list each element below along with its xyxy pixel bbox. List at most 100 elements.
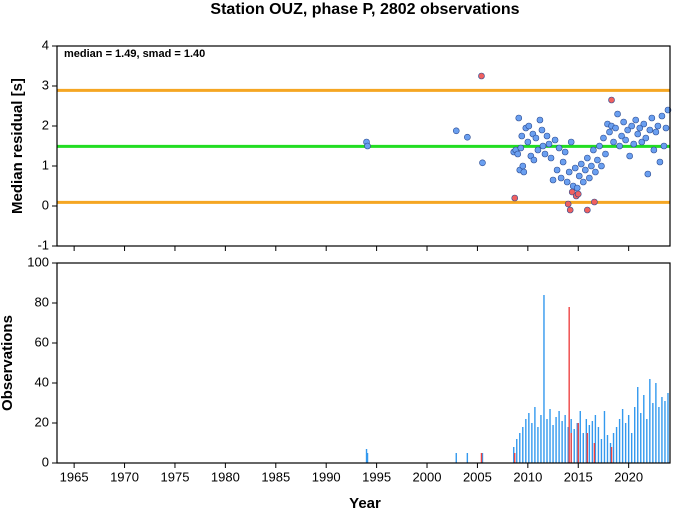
bar xyxy=(579,411,581,463)
x-tick-label: 2020 xyxy=(614,469,643,484)
data-point xyxy=(656,158,664,166)
bar xyxy=(582,433,584,463)
y-axis-label: Observations xyxy=(0,315,16,411)
data-point xyxy=(524,138,532,146)
bar xyxy=(610,447,613,463)
data-point xyxy=(632,116,640,124)
chart-title: Station OUZ, phase P, 2802 observations xyxy=(210,1,519,18)
data-point xyxy=(563,178,571,186)
bar xyxy=(549,409,551,463)
bar xyxy=(568,307,570,463)
y-tick-label: 4 xyxy=(42,37,49,52)
bar xyxy=(627,415,630,463)
bar xyxy=(646,419,648,463)
y-tick-label: 1 xyxy=(42,157,49,172)
bar xyxy=(643,395,645,463)
data-point xyxy=(579,178,587,186)
bar xyxy=(585,419,588,463)
data-point xyxy=(557,174,565,182)
data-point xyxy=(541,150,549,158)
data-point xyxy=(539,142,547,150)
data-point xyxy=(630,140,638,148)
data-point xyxy=(525,122,533,130)
bar xyxy=(558,411,560,463)
bar xyxy=(586,433,589,463)
y-tick-label: 3 xyxy=(42,77,49,92)
bar xyxy=(667,393,669,463)
data-point xyxy=(650,146,658,154)
bar xyxy=(455,453,457,463)
plot-frame xyxy=(56,262,671,464)
bar xyxy=(615,427,618,463)
data-point xyxy=(591,198,598,206)
y-tick-label: -1 xyxy=(37,237,49,252)
data-point xyxy=(551,136,559,144)
bar xyxy=(555,417,557,463)
x-tick-label: 2000 xyxy=(413,469,442,484)
bar xyxy=(597,427,600,463)
data-point xyxy=(602,150,609,158)
data-point xyxy=(364,142,371,150)
bar xyxy=(514,453,516,463)
data-point xyxy=(616,142,623,150)
x-axis-label: Year xyxy=(349,495,381,511)
y-tick-label: 40 xyxy=(35,374,49,389)
bar xyxy=(531,423,533,463)
x-tick-label: 1995 xyxy=(362,469,391,484)
data-point xyxy=(571,164,579,172)
data-point xyxy=(565,168,573,176)
bar xyxy=(570,433,572,463)
data-point xyxy=(559,158,567,166)
data-point xyxy=(561,148,569,156)
data-point xyxy=(553,166,561,174)
bar xyxy=(525,419,527,463)
x-tick-label: 1970 xyxy=(110,469,139,484)
data-point xyxy=(519,162,527,170)
y-tick-label: 100 xyxy=(27,254,49,269)
bar xyxy=(661,397,663,463)
data-point xyxy=(636,124,644,132)
data-point xyxy=(614,110,621,118)
bar xyxy=(546,419,548,463)
bar xyxy=(593,443,596,463)
data-point xyxy=(584,154,591,162)
bar xyxy=(600,439,603,463)
data-point xyxy=(575,172,583,180)
bar xyxy=(522,427,524,463)
data-point xyxy=(566,206,574,214)
bar xyxy=(603,411,606,463)
bar xyxy=(637,387,639,463)
bar xyxy=(649,379,651,463)
data-point xyxy=(532,134,540,142)
data-point xyxy=(608,96,615,104)
data-point xyxy=(530,156,538,164)
data-point xyxy=(517,144,525,152)
data-point xyxy=(577,160,585,168)
bar xyxy=(540,415,542,463)
data-point xyxy=(478,72,485,80)
bar xyxy=(618,419,621,463)
x-tick-label: 2015 xyxy=(564,469,593,484)
data-point xyxy=(515,114,523,122)
y-tick-label: 80 xyxy=(35,294,49,309)
data-point xyxy=(545,140,553,148)
data-point xyxy=(564,200,572,208)
data-point xyxy=(624,126,631,134)
bar xyxy=(480,453,483,463)
data-point xyxy=(573,184,581,192)
data-point xyxy=(574,190,582,198)
bar xyxy=(576,423,578,463)
bar xyxy=(612,433,615,463)
data-point xyxy=(534,146,542,154)
bar xyxy=(561,421,563,463)
bar xyxy=(588,425,591,463)
x-tick-label: 2010 xyxy=(513,469,542,484)
bar xyxy=(606,435,609,463)
plot-frame xyxy=(56,45,671,247)
x-tick-label: 2005 xyxy=(463,469,492,484)
data-point xyxy=(547,154,555,162)
data-point xyxy=(567,138,575,146)
data-point xyxy=(640,120,648,128)
annotation: median = 1.49, smad = 1.40 xyxy=(64,48,205,60)
bar xyxy=(634,407,636,463)
